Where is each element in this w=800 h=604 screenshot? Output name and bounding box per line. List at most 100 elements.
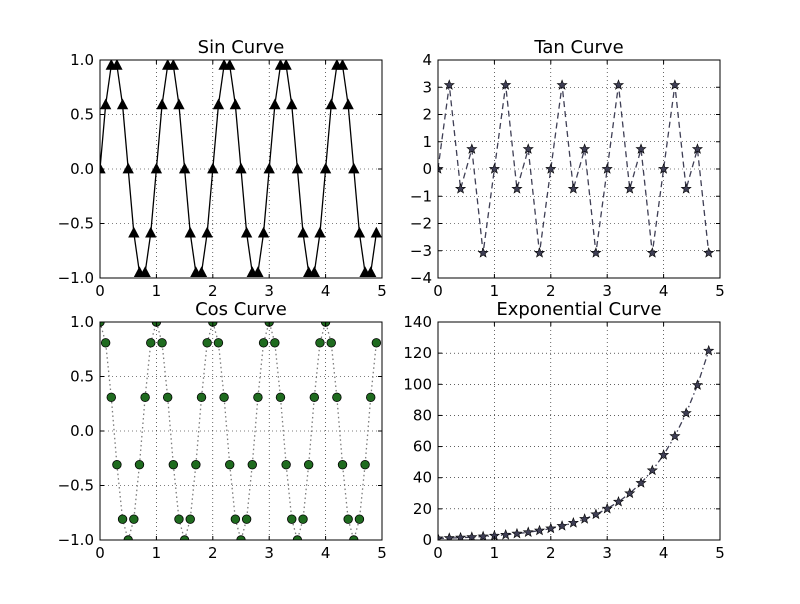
data-point	[202, 338, 212, 348]
data-point	[511, 183, 523, 194]
data-point	[556, 520, 568, 531]
data-point	[533, 247, 546, 258]
data-point	[370, 226, 382, 238]
data-point	[191, 459, 201, 470]
data-point	[454, 183, 467, 194]
data-point	[680, 183, 692, 194]
data-point	[178, 162, 191, 174]
data-point	[270, 338, 280, 348]
y-tick-label: 0	[422, 160, 432, 178]
data-point	[280, 60, 292, 70]
data-point	[225, 459, 235, 470]
data-point	[157, 338, 167, 348]
data-point	[354, 514, 365, 524]
x-tick-label: 2	[546, 544, 556, 562]
chart-title: Exponential Curve	[496, 299, 661, 320]
y-tick-label: 1.0	[70, 51, 94, 69]
data-point	[207, 162, 219, 174]
data-point	[184, 226, 196, 238]
data-point	[196, 392, 207, 403]
data-point	[348, 162, 360, 174]
data-point	[438, 532, 444, 540]
y-tick-label: −1.0	[58, 531, 94, 549]
y-tick-label: 0	[422, 531, 432, 549]
x-tick-label: 5	[377, 544, 387, 562]
data-point	[669, 430, 681, 441]
data-point	[360, 459, 370, 470]
series-line	[100, 64, 378, 274]
x-tick-label: 1	[490, 544, 500, 562]
x-tick-label: 0	[95, 544, 105, 562]
data-point	[533, 524, 546, 536]
data-point	[646, 464, 658, 476]
y-tick-label: 2	[422, 106, 432, 124]
y-tick-label: 3	[422, 78, 432, 96]
data-point	[219, 392, 229, 403]
data-point	[241, 514, 252, 524]
data-point	[201, 226, 213, 238]
data-point	[139, 266, 151, 278]
x-tick-label: 4	[321, 282, 331, 300]
data-point	[500, 79, 512, 90]
axes-frame	[437, 321, 721, 541]
data-point	[624, 487, 636, 499]
data-point	[325, 98, 337, 110]
x-tick-label: 3	[264, 282, 274, 300]
data-point	[511, 527, 523, 539]
x-tick-label: 5	[715, 544, 725, 562]
data-point	[258, 338, 269, 348]
y-tick-label: −3	[410, 242, 432, 260]
y-tick-label: −0.5	[58, 477, 94, 495]
data-point	[224, 60, 236, 70]
data-point	[488, 163, 500, 174]
data-point	[286, 98, 298, 110]
data-point	[337, 459, 348, 470]
data-point	[150, 162, 163, 174]
data-point	[545, 522, 557, 534]
y-tick-label: 80	[413, 406, 432, 424]
data-point	[156, 98, 168, 110]
data-point	[185, 514, 195, 524]
plot-data	[100, 60, 382, 278]
data-point	[230, 514, 241, 524]
data-point	[275, 392, 286, 403]
y-tick-label: −0.5	[58, 215, 94, 233]
data-point	[556, 79, 568, 90]
data-point	[635, 477, 647, 488]
data-point	[466, 143, 478, 154]
x-tick-label: 1	[490, 282, 500, 300]
data-point	[212, 98, 225, 110]
x-tick-label: 3	[602, 544, 612, 562]
x-tick-label: 1	[152, 544, 162, 562]
x-tick-label: 4	[321, 544, 331, 562]
data-point	[590, 247, 602, 258]
data-point	[612, 495, 625, 507]
x-tick-label: 5	[715, 282, 725, 300]
data-point	[646, 247, 658, 258]
chart-title: Sin Curve	[198, 37, 285, 58]
data-point	[579, 513, 591, 524]
y-tick-label: 100	[403, 375, 432, 393]
data-point	[145, 226, 157, 238]
data-point	[195, 266, 208, 278]
data-point	[162, 392, 173, 403]
data-point	[174, 514, 184, 524]
data-point	[134, 459, 145, 470]
data-point	[247, 459, 257, 470]
data-point	[146, 338, 156, 348]
x-tick-label: 4	[659, 544, 669, 562]
data-point	[343, 514, 353, 524]
subplot-4: 0 1 2 3 4 5 0 20 40 60 80 100 120 140 Exponential Curv…	[403, 299, 724, 562]
x-tick-label: 2	[546, 282, 556, 300]
x-tick-label: 2	[208, 544, 218, 562]
y-tick-label: 40	[413, 469, 432, 487]
data-point	[522, 526, 534, 538]
plot-data	[100, 322, 382, 540]
y-tick-label: −1.0	[58, 269, 94, 287]
data-point	[240, 226, 253, 238]
y-tick-label: 4	[422, 51, 432, 69]
y-tick-label: 0.5	[70, 368, 94, 386]
series-line	[438, 350, 710, 540]
plot-data	[438, 79, 715, 258]
